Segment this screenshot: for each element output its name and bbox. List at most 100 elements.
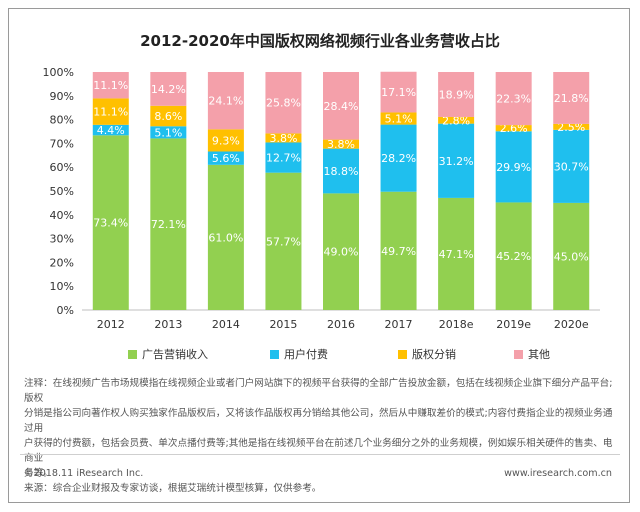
y-tick-label: 100% [43,66,74,79]
x-tick-label: 2017 [385,318,413,331]
legend-swatch [270,349,279,359]
data-label: 18.9% [439,88,474,101]
data-label: 2.5% [557,121,585,134]
data-label: 28.2% [381,152,416,165]
note-line-3: 户获得的付费额，包括会员费、单次点播付费等;其他是指在线视频平台在前述几个业务细… [24,438,613,464]
data-label: 24.1% [208,95,243,108]
data-label: 14.2% [151,83,186,96]
bar-segment [150,138,187,310]
y-tick-label: 80% [50,114,74,127]
bar-segment [553,202,590,310]
y-tick-label: 50% [50,185,74,198]
data-label: 5.6% [212,152,240,165]
data-label: 29.9% [496,161,531,174]
x-tick-label: 2015 [269,318,297,331]
data-label: 21.8% [554,92,589,105]
data-label: 12.7% [266,152,301,165]
data-label: 45.2% [496,250,531,263]
data-label: 18.8% [324,165,359,178]
bar-segment [150,126,187,139]
bar-segment [92,98,129,125]
bar-segment [323,148,359,194]
data-label: 17.1% [381,86,416,99]
data-label: 47.1% [439,248,474,261]
note-line-2: 分销是指公司向著作权人购买独家作品版权后，又将该作品版权再分销给其他公司，然后从… [24,408,613,434]
legend-label: 版权分销 [412,348,456,361]
bar-segment [323,72,359,140]
source-note: 来源：综合企业财报及专家访谈，根据艾瑞统计模型核算，仅供参考。 [24,483,322,494]
data-label: 22.3% [496,93,531,106]
bar-segment [438,123,475,198]
legend-item: 用户付费 [270,346,328,362]
bar-segment [265,133,302,143]
x-tick-label: 2016 [327,318,355,331]
x-tick-label: 2019e [496,318,531,331]
bar-segment [380,71,417,113]
bar-segment [207,129,244,152]
bar-segment [438,72,475,117]
data-label: 2.6% [500,122,528,135]
data-label: 5.1% [385,113,413,126]
data-label: 57.7% [266,235,301,248]
bar-segment [207,72,244,130]
bar-segment [150,72,187,106]
data-label: 11.1% [93,79,128,92]
legend-label: 用户付费 [284,348,328,361]
data-label: 72.1% [151,218,186,231]
bar-segment [323,193,359,310]
bar-segment [495,125,532,132]
chart-title: 2012-2020年中国版权网络视频行业各业务营收占比 [140,32,500,50]
legend-label: 其他 [528,348,550,361]
y-tick-label: 90% [50,90,74,103]
bar-segment [92,72,129,99]
data-label: 8.6% [154,110,182,123]
legend-item: 广告营销收入 [128,346,208,362]
bar-segment [207,164,244,310]
y-tick-label: 40% [50,209,74,222]
x-tick-label: 2012 [97,318,125,331]
y-tick-label: 20% [50,256,74,269]
data-label: 3.8% [269,132,297,145]
note-line-4: 务等。 [24,468,53,479]
website-text: www.iresearch.com.cn [504,468,612,479]
legend-swatch [398,349,407,359]
x-tick-label: 2013 [154,318,182,331]
data-label: 11.1% [93,106,128,119]
bar-segment [495,202,532,310]
bar-segment [92,135,129,310]
bar-segment [495,131,532,203]
y-tick-label: 10% [50,280,74,293]
data-label: 25.8% [266,97,301,110]
bar-segment [323,139,359,149]
copyright-text: ©2018.11 iResearch Inc. [24,468,144,479]
bar-segment [553,123,590,130]
bar-segment [553,72,590,124]
legend-swatch [128,349,137,359]
y-tick-label: 70% [50,137,74,150]
chart-notes: 注释：在线视频广告市场规模指在线视频企业或者门户网站旗下的视频平台获得的全部广告… [24,376,620,496]
data-label: 30.7% [554,160,589,173]
y-tick-label: 0% [57,304,74,317]
bar-segment [380,112,417,125]
y-tick-label: 60% [50,161,74,174]
data-label: 49.0% [324,246,359,259]
x-tick-label: 2020e [554,318,589,331]
bar-segment [207,151,244,165]
data-label: 61.0% [208,231,243,244]
legend-swatch [514,349,523,359]
data-label: 9.3% [212,134,240,147]
bar-segment [380,191,417,310]
bar-segment [438,197,475,310]
chart-legend: 广告营销收入 用户付费 版权分销 其他 [0,346,640,364]
x-tick-label: 2018e [439,318,474,331]
stacked-bar-chart: 0% 10% 20% 30% 40% 50% 60% 70% 80% 90% 100% 73.4% 4.… [43,66,600,331]
bar-segment [438,116,475,124]
bar-segment [265,172,302,310]
y-tick-label: 30% [50,233,74,246]
footer-divider [20,454,620,455]
data-label: 49.7% [381,245,416,258]
data-label: 45.0% [554,250,589,263]
bar-segment [380,124,417,192]
data-label: 3.8% [327,138,355,151]
bar-segment [495,72,532,126]
